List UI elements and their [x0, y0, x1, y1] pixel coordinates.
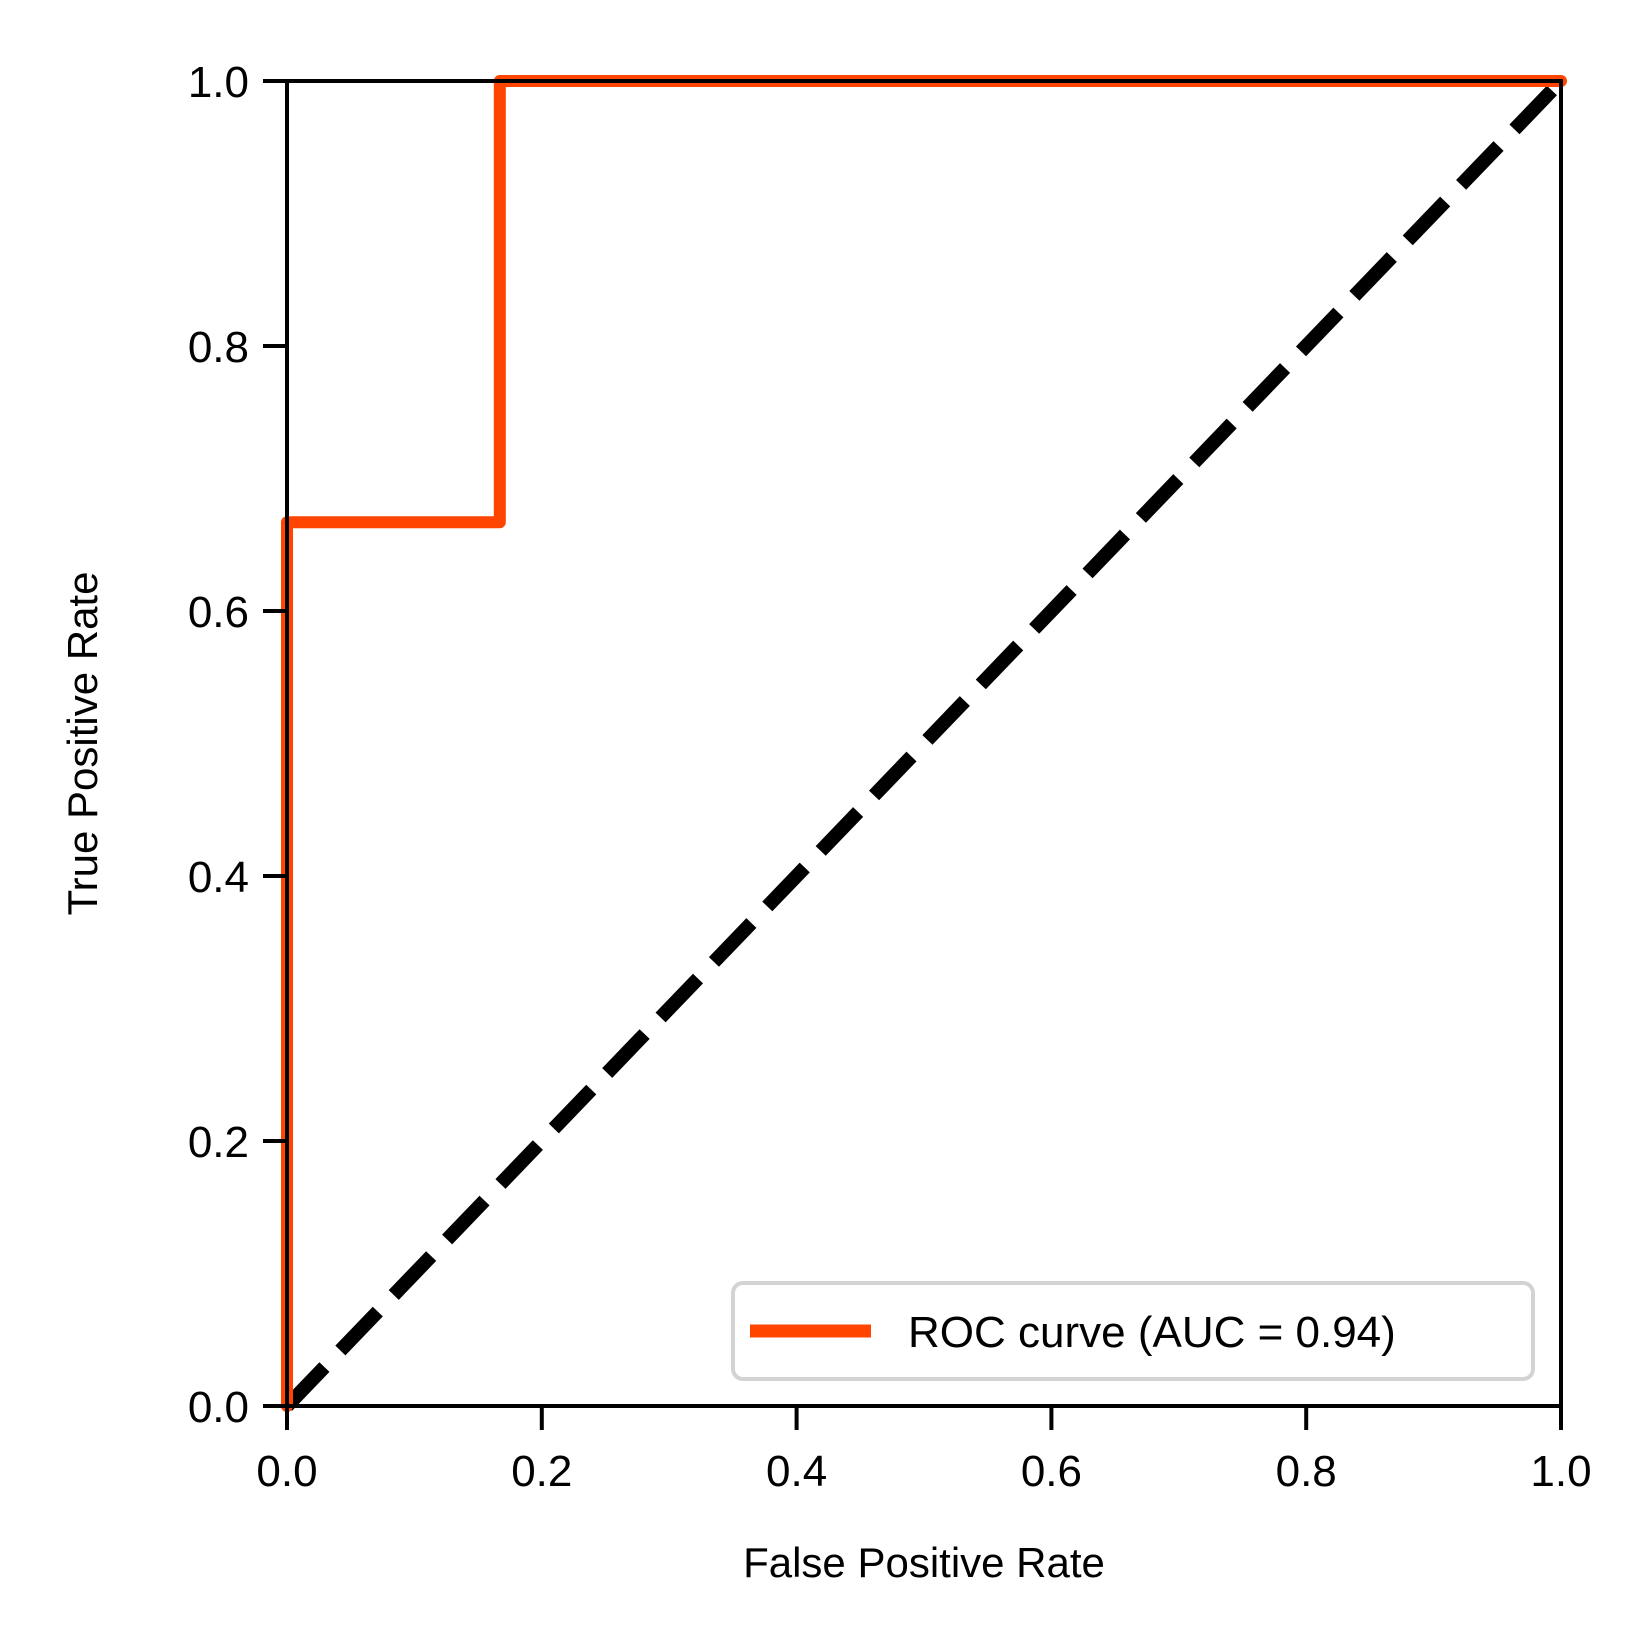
x-tick-label: 0.6: [1021, 1447, 1082, 1496]
x-tick-label: 1.0: [1530, 1447, 1591, 1496]
y-tick-label: 0.6: [188, 588, 249, 637]
x-axis-label: False Positive Rate: [743, 1539, 1105, 1586]
legend-label-roc: ROC curve (AUC = 0.94): [908, 1308, 1396, 1357]
x-tick-label: 0.4: [766, 1447, 827, 1496]
y-tick-label: 0.2: [188, 1118, 249, 1167]
y-tick-label: 0.8: [188, 323, 249, 372]
x-tick-label: 0.0: [256, 1447, 317, 1496]
legend-box: [731, 1281, 1535, 1381]
chance-diagonal-line: [281, 76, 1567, 1411]
y-tick-label: 0.0: [188, 1383, 249, 1432]
x-tick-label: 0.8: [1276, 1447, 1337, 1496]
legend: ROC curve (AUC = 0.94): [731, 1281, 1535, 1381]
x-tick-label: 0.2: [511, 1447, 572, 1496]
plot-area: [281, 75, 1567, 1412]
y-tick-label: 0.4: [188, 853, 249, 902]
y-axis-label: True Positive Rate: [59, 572, 106, 916]
y-tick-label: 1.0: [188, 58, 249, 107]
axes-frame: [285, 79, 1563, 1408]
axis-ticks: 0.0 0.2 0.4 0.6 0.8 1.0 0.0 0.2 0.4 0.6 0.8 1.0: [188, 58, 1592, 1496]
